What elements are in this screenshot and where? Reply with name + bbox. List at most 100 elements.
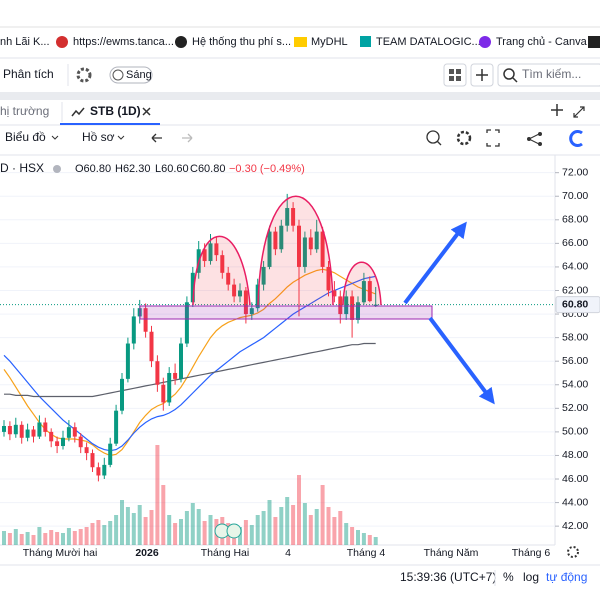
candle-body (332, 290, 337, 297)
candle-body (13, 424, 18, 435)
price-axis: 42.00 44.00 46.00 48.00 50.00 52.00 54.00 56.00… (555, 166, 600, 532)
bookmark[interactable]: TEAM DATALOGIC... (376, 36, 481, 48)
candle-body (55, 441, 60, 447)
volume-bar (267, 500, 272, 545)
head[interactable] (257, 195, 334, 306)
volume-bar (131, 513, 136, 545)
volume-bar (373, 537, 378, 545)
candle-body (314, 231, 319, 250)
candle-body (267, 231, 272, 267)
y-tick-label: 42.00 (562, 520, 588, 532)
bookmark[interactable]: Trang chủ - Canva (496, 36, 588, 48)
event-marker[interactable] (226, 523, 242, 539)
candle-body (61, 437, 65, 447)
chart-settings[interactable] (456, 130, 472, 146)
candle-body (243, 290, 248, 315)
close-tab[interactable] (142, 107, 151, 116)
candle-body (120, 378, 124, 411)
volume-bar (184, 511, 189, 545)
tab[interactable]: hị trường (0, 104, 49, 118)
status-dot (53, 165, 61, 173)
analysis-menu[interactable]: Phân tích (3, 67, 54, 81)
zoom-icon (436, 140, 442, 146)
y-tick-label: 62.00 (562, 284, 588, 296)
candle-body (208, 243, 213, 262)
neckline-zone[interactable] (139, 305, 433, 320)
candle-body (161, 384, 166, 403)
candle-body (220, 255, 225, 273)
candle-body (131, 316, 136, 344)
candle-body (167, 372, 172, 403)
chart-menu[interactable]: Biểu đồ (5, 130, 46, 144)
candle-body (66, 427, 71, 438)
layout-button[interactable] (443, 63, 467, 87)
candle-body (214, 243, 219, 256)
bookmark-icon (294, 37, 307, 47)
search-box[interactable] (497, 63, 600, 87)
bookmark[interactable]: nh Lãi K... (0, 36, 50, 48)
volume-bar (243, 520, 248, 545)
candle-body (31, 429, 36, 437)
auto-toggle[interactable]: tự động (546, 570, 587, 584)
search-icon (512, 77, 518, 83)
volume-bar (320, 485, 325, 545)
caret (117, 135, 125, 140)
volume-bar (356, 530, 360, 545)
zoom-icon[interactable] (426, 130, 440, 144)
tab-active[interactable]: STB (1D) (90, 104, 141, 118)
candle-body (2, 425, 6, 432)
candle-body (350, 296, 355, 320)
gap (0, 92, 600, 100)
candle-body (143, 308, 148, 332)
volume-bar (173, 523, 178, 545)
settings-icon[interactable] (76, 67, 92, 83)
theme-label: Sáng (126, 69, 152, 81)
left-shoulder[interactable] (192, 235, 251, 306)
ohlc-legend: C60.80 (190, 163, 225, 175)
right-shoulder[interactable] (342, 261, 382, 306)
volume-bar (25, 532, 30, 545)
drawings (139, 195, 495, 405)
volume-bar (255, 515, 260, 545)
new-tab[interactable] (551, 104, 563, 116)
x-tick-label: Tháng Mười hai (23, 547, 98, 559)
bookmark-icon (175, 36, 187, 48)
log-toggle[interactable]: log (523, 570, 539, 584)
arrow-up[interactable] (403, 221, 467, 305)
ohlc-legend: L60.60 (155, 163, 189, 175)
toggle-knob (112, 69, 124, 81)
candle-body (226, 272, 231, 285)
volume-bar (90, 523, 95, 545)
y-tick-label: 70.00 (562, 190, 588, 202)
candle-body (72, 427, 77, 437)
x-tick-label: Tháng Hai (201, 547, 249, 559)
y-tick-label: 50.00 (562, 426, 588, 438)
y-tick-label: 56.00 (562, 355, 588, 367)
bookmark[interactable]: Hệ thống thu phí s... (192, 36, 291, 48)
y-tick-label: 58.00 (562, 331, 588, 343)
redo[interactable] (182, 133, 193, 143)
volume-bar (291, 505, 296, 545)
candle-body (49, 431, 54, 442)
fullscreen[interactable] (486, 129, 500, 147)
volume-bar (149, 510, 154, 545)
undo[interactable] (151, 133, 162, 143)
bookmark[interactable]: https://ewms.tanca... (73, 36, 174, 48)
y-tick-label: 48.00 (562, 449, 588, 461)
arrow-down[interactable] (428, 316, 495, 405)
volume (2, 445, 378, 545)
candle-body (249, 308, 254, 315)
volume-bar (78, 529, 83, 545)
percent-toggle[interactable]: % (503, 570, 514, 584)
bookmark[interactable]: MyDHL (311, 36, 348, 48)
volume-bar (273, 517, 278, 545)
y-tick-label: 66.00 (562, 237, 588, 249)
volume-bar (102, 525, 107, 545)
volume-bar (367, 535, 372, 545)
axis-settings[interactable] (567, 546, 579, 558)
volume-bar (261, 511, 266, 545)
profile-menu[interactable]: Hồ sơ (82, 130, 115, 144)
logo[interactable] (569, 130, 583, 147)
expand[interactable] (573, 106, 585, 118)
